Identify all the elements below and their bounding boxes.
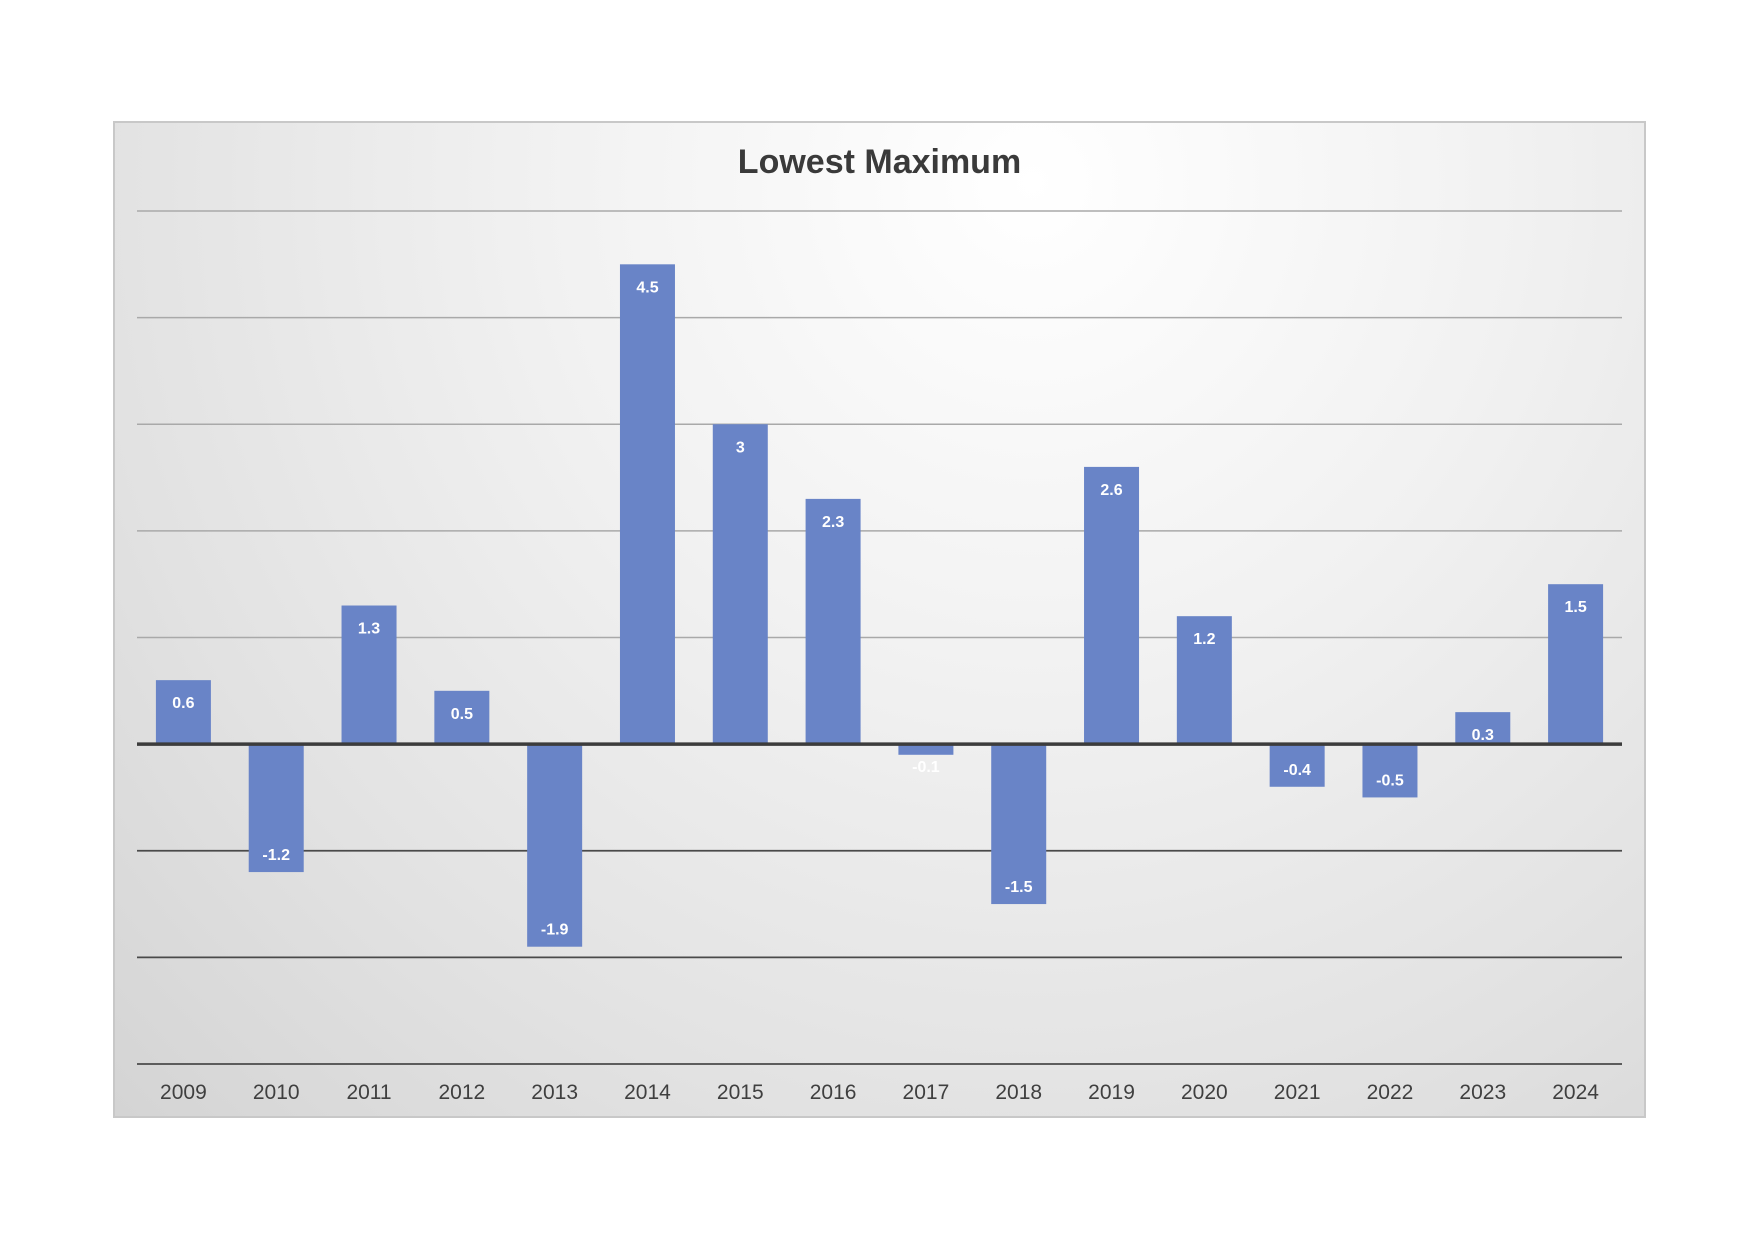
data-label-2017: -0.1 — [912, 759, 940, 776]
bar-data-labels: 0.6 -1.2 1.3 0.5 -1.9 4.5 3 2.3 -0.1 -1.5 2.6 1.2 -0… — [172, 279, 1587, 938]
x-tick-label-2016: 2016 — [810, 1081, 857, 1104]
bar-2011 — [341, 605, 397, 745]
data-label-2011: 1.3 — [358, 621, 380, 638]
data-label-2010: -1.2 — [262, 847, 290, 864]
data-label-2024: 1.5 — [1564, 599, 1586, 616]
data-label-2019: 2.6 — [1100, 482, 1122, 499]
bar-2012 — [434, 690, 490, 745]
bar-2020 — [1176, 616, 1232, 745]
x-tick-label-2009: 2009 — [160, 1081, 207, 1104]
x-tick-label-2024: 2024 — [1552, 1081, 1599, 1104]
bar-2010 — [248, 744, 304, 873]
bar-2018 — [991, 744, 1047, 905]
data-label-2022: -0.5 — [1376, 772, 1404, 789]
bar-2017 — [898, 744, 954, 755]
x-tick-label-2011: 2011 — [346, 1081, 391, 1104]
bar-2009 — [155, 680, 211, 745]
data-label-2016: 2.3 — [822, 514, 844, 531]
bar-2023 — [1455, 712, 1511, 745]
bar-2016 — [805, 498, 861, 745]
bar-2019 — [1084, 466, 1140, 745]
x-tick-label-2010: 2010 — [253, 1081, 300, 1104]
data-label-2009: 0.6 — [172, 695, 194, 712]
x-tick-label-2013: 2013 — [531, 1081, 578, 1104]
x-tick-label-2021: 2021 — [1274, 1081, 1321, 1104]
x-tick-label-2015: 2015 — [717, 1081, 764, 1104]
data-label-2015: 3 — [736, 439, 745, 456]
data-label-2023: 0.3 — [1472, 727, 1494, 744]
bar-2024 — [1548, 584, 1604, 745]
data-label-2020: 1.2 — [1193, 631, 1215, 648]
data-label-2012: 0.5 — [451, 706, 473, 723]
bar-2021 — [1269, 744, 1325, 787]
x-tick-label-2022: 2022 — [1367, 1081, 1414, 1104]
chart-title: Lowest Maximum — [737, 143, 1022, 181]
data-label-2013: -1.9 — [541, 922, 569, 939]
data-label-2021: -0.4 — [1283, 762, 1311, 779]
bar-2013 — [527, 744, 583, 947]
data-label-2014: 4.5 — [636, 279, 658, 296]
chart-frame: Lowest Maximum 0.6 -1.2 1.3 0.5 -1.9 4.5 3 2.3 -… — [113, 121, 1646, 1118]
bars — [155, 264, 1604, 947]
bar-2015 — [712, 424, 768, 745]
x-tick-label-2014: 2014 — [624, 1081, 671, 1104]
x-tick-label-2017: 2017 — [903, 1081, 950, 1104]
x-tick-label-2012: 2012 — [438, 1081, 485, 1104]
bar-2022 — [1362, 744, 1418, 798]
bar-chart-plot: 0.6 -1.2 1.3 0.5 -1.9 4.5 3 2.3 -0.1 -1.5 2.6 1.2 -0… — [137, 210, 1622, 1104]
bar-2014 — [619, 264, 675, 745]
x-tick-label-2023: 2023 — [1459, 1081, 1506, 1104]
x-axis-tick-labels: 2009 2010 2011 2012 2013 2014 2015 2016 2017 2018… — [160, 1081, 1599, 1104]
x-tick-label-2019: 2019 — [1088, 1081, 1135, 1104]
x-tick-label-2018: 2018 — [995, 1081, 1042, 1104]
data-label-2018: -1.5 — [1005, 879, 1033, 896]
gridlines — [137, 210, 1622, 1065]
x-tick-label-2020: 2020 — [1181, 1081, 1228, 1104]
